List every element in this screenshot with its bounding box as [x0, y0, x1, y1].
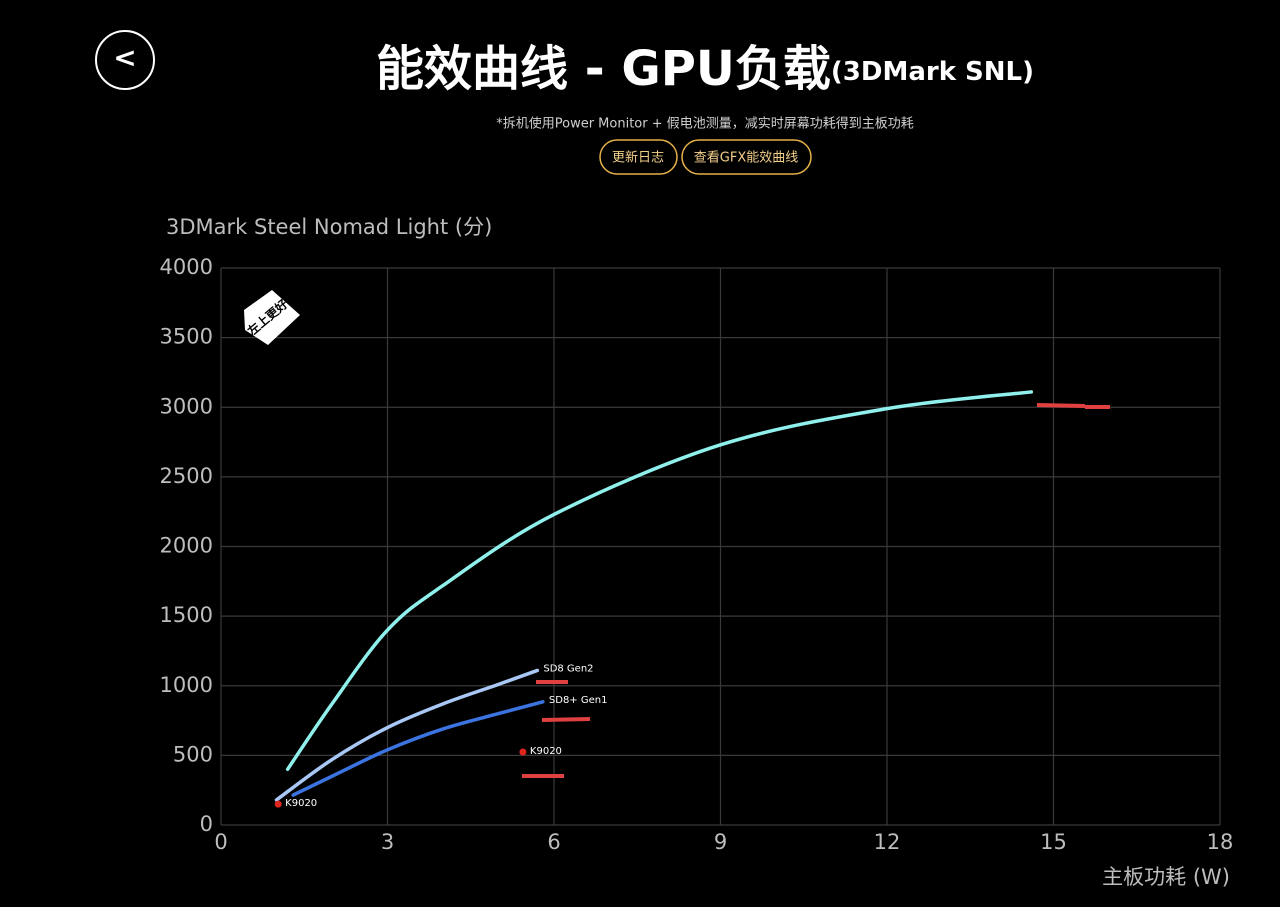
- y-tick-label: 2000: [160, 534, 213, 558]
- point-label: K9020: [530, 746, 562, 757]
- title-suffix: (3DMark SNL): [831, 57, 1034, 87]
- point-label: K9020: [285, 798, 317, 809]
- x-tick-label: 15: [1040, 830, 1067, 854]
- series-line: [285, 390, 1034, 772]
- button-frame[interactable]: [599, 139, 678, 175]
- button[interactable]: 更新日志: [599, 139, 678, 175]
- y-tick-label: 4000: [160, 255, 213, 279]
- badge-shape: [244, 290, 300, 345]
- redactions: [522, 403, 1110, 778]
- title-main: 能效曲线 - GPU负载: [376, 41, 831, 97]
- back-label[interactable]: <: [113, 41, 136, 74]
- y-tick-label: 1000: [160, 673, 213, 697]
- series-label: SD8+ Gen1: [549, 695, 608, 706]
- y-tick-label: 3000: [160, 394, 213, 418]
- x-tick-label: 0: [214, 830, 227, 854]
- button[interactable]: 查看GFX能效曲线: [681, 139, 812, 175]
- button-frame[interactable]: [681, 139, 812, 175]
- redaction: [1036, 403, 1110, 409]
- x-tick-label: 9: [714, 830, 727, 854]
- grid: [220, 267, 1221, 826]
- series-line: [291, 700, 545, 797]
- subtitle: *拆机使用Power Monitor + 假电池测量，减实时屏幕功耗得到主板功耗: [496, 116, 914, 132]
- x-axis-title: 主板功耗 (W): [1102, 865, 1230, 889]
- y-tick-label: 500: [173, 742, 213, 766]
- y-tick-label: 3500: [160, 325, 213, 349]
- page-title: 能效曲线 - GPU负载(3DMark SNL): [376, 41, 1034, 97]
- button-label[interactable]: 查看GFX能效曲线: [694, 150, 798, 166]
- redaction: [541, 717, 591, 722]
- point: [274, 800, 282, 808]
- point: [519, 748, 527, 756]
- x-tick-label: 12: [874, 830, 901, 854]
- series-label: SD8 Gen2: [543, 663, 593, 674]
- back-button[interactable]: <: [95, 30, 155, 90]
- y-tick-label: 0: [200, 812, 213, 836]
- x-tick-label: 6: [547, 830, 560, 854]
- back-button-ring[interactable]: [95, 30, 155, 90]
- y-tick-label: 2500: [160, 464, 213, 488]
- series-line: [274, 668, 540, 802]
- button-label[interactable]: 更新日志: [612, 150, 664, 166]
- x-tick-label: 18: [1207, 830, 1234, 854]
- y-tick-label: 1500: [160, 603, 213, 627]
- badge: 左上更好: [243, 290, 300, 345]
- x-tick-label: 3: [381, 830, 394, 854]
- y-axis-title: 3DMark Steel Nomad Light (分): [166, 215, 492, 239]
